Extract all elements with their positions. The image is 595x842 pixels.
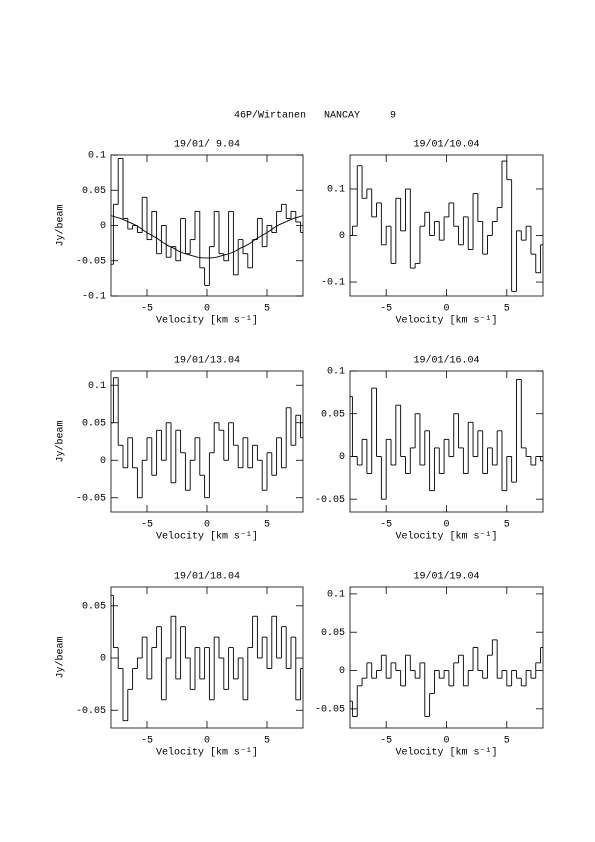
y-tick-label: -0.05 [76, 706, 106, 717]
y-tick-label: 0.05 [82, 601, 106, 612]
y-tick-label: 0.1 [88, 381, 106, 392]
x-axis-label: Velocity [km s⁻¹] [156, 531, 258, 543]
panel: 19/01/18.04 Velocity [km s⁻¹] Jy/beam -5 0 5 -… [55, 571, 304, 759]
y-tick-label: 0.05 [321, 409, 345, 420]
spectrum-connectors [112, 595, 302, 721]
x-tick-label: 0 [443, 736, 449, 747]
panel-title: 19/01/18.04 [174, 571, 240, 583]
y-tick-label: 0.1 [327, 367, 345, 378]
y-tick-label: -0.1 [82, 292, 106, 303]
x-tick-label: -5 [141, 520, 153, 531]
x-axis-label: Velocity [km s⁻¹] [395, 531, 497, 543]
spectrum-connectors [351, 161, 542, 292]
panel: 19/01/10.04 Velocity [km s⁻¹]-5 0 5 -0.1 0 0.1 [321, 139, 544, 327]
panel-title: 19/01/10.04 [413, 139, 479, 151]
panel: 19/01/16.04 Velocity [km s⁻¹]-5 0 5 -0.05 0 0.… [315, 355, 544, 543]
y-tick-label: 0.1 [88, 151, 106, 162]
y-tick-label: 0 [100, 221, 106, 232]
x-tick-label: 0 [204, 520, 210, 531]
y-tick-label: -0.05 [315, 704, 345, 715]
panel: 19/01/13.04 Velocity [km s⁻¹] Jy/beam -5 0 5 -… [55, 355, 304, 543]
x-tick-label: 5 [264, 520, 270, 531]
panel-title: 19/01/ 9.04 [174, 139, 240, 151]
y-tick-label: 0 [100, 654, 106, 665]
spectrum-connectors [351, 379, 542, 500]
spectrum-connectors [112, 158, 302, 286]
y-tick-label: 0 [339, 666, 345, 677]
fit-curve [110, 215, 304, 259]
x-axis-label: Velocity [km s⁻¹] [156, 315, 258, 327]
panel: 19/01/ 9.04 Velocity [km s⁻¹] Jy/beam -5 0 5 -… [55, 139, 304, 327]
y-tick-label: 0.05 [82, 418, 106, 429]
x-tick-label: 0 [443, 304, 449, 315]
y-tick-label: 0.05 [82, 186, 106, 197]
y-tick-label: 0.1 [327, 590, 345, 601]
panel-title: 19/01/16.04 [413, 355, 479, 367]
y-axis-label: Jy/beam [55, 420, 67, 462]
x-tick-label: -5 [141, 736, 153, 747]
x-tick-label: 5 [504, 520, 510, 531]
x-tick-label: -5 [380, 520, 392, 531]
y-tick-label: 0.05 [321, 628, 345, 639]
x-tick-label: 5 [504, 304, 510, 315]
x-tick-label: -5 [380, 304, 392, 315]
spectrum-connectors [351, 639, 542, 717]
panel: 19/01/19.04 Velocity [km s⁻¹]-5 0 5 -0.05 0 0.… [315, 571, 544, 759]
y-tick-label: -0.1 [321, 278, 345, 289]
x-axis-label: Velocity [km s⁻¹] [395, 747, 497, 759]
x-axis-label: Velocity [km s⁻¹] [395, 315, 497, 327]
panel-title: 19/01/13.04 [174, 355, 240, 367]
x-axis-label: Velocity [km s⁻¹] [156, 747, 258, 759]
spectrum-connectors [112, 377, 302, 498]
x-tick-label: 5 [504, 736, 510, 747]
y-tick-label: -0.05 [76, 493, 106, 504]
x-tick-label: 5 [264, 304, 270, 315]
y-tick-label: 0.1 [327, 185, 345, 196]
x-tick-label: -5 [141, 304, 153, 315]
y-axis-label: Jy/beam [55, 636, 67, 678]
x-tick-label: -5 [380, 736, 392, 747]
y-tick-label: 0 [339, 231, 345, 242]
page-title: 46P/Wirtanen NANCAY 9 [234, 110, 396, 122]
y-axis-label: Jy/beam [55, 204, 67, 246]
panel-title: 19/01/19.04 [413, 571, 479, 583]
y-tick-label: 0 [100, 456, 106, 467]
x-tick-label: 0 [204, 736, 210, 747]
x-tick-label: 5 [264, 736, 270, 747]
y-tick-label: 0 [339, 452, 345, 463]
x-tick-label: 0 [443, 520, 449, 531]
x-tick-label: 0 [204, 304, 210, 315]
y-tick-label: -0.05 [315, 495, 345, 506]
y-tick-label: -0.05 [76, 256, 106, 267]
